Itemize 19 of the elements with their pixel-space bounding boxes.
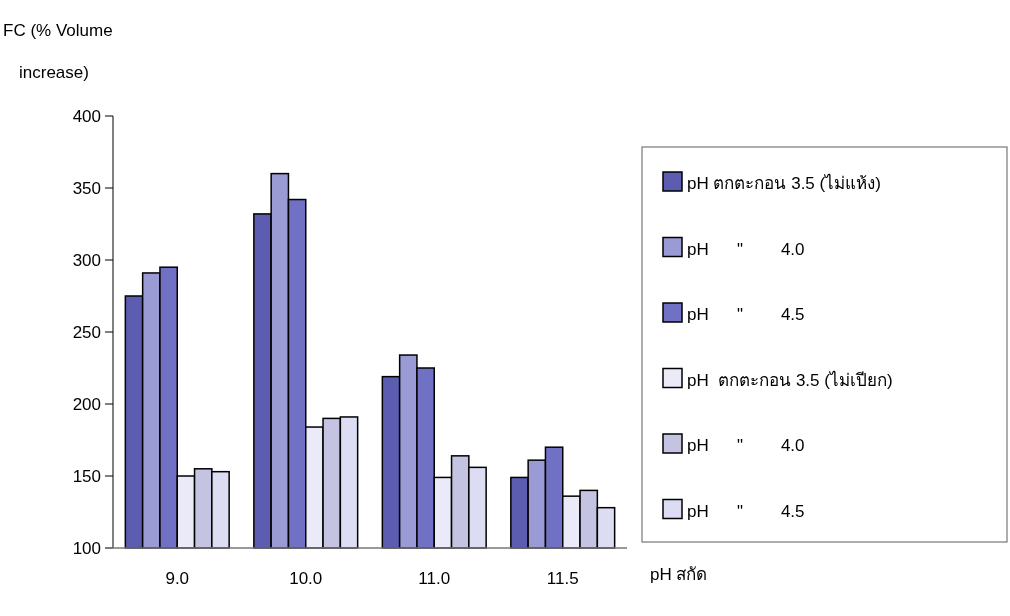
- y-tick-label: 400: [72, 107, 101, 126]
- legend-label: pH " 4.5: [687, 305, 805, 324]
- x-tick-label: 11.0: [418, 569, 451, 588]
- y-tick-label: 250: [72, 323, 101, 342]
- y-tick-label: 350: [72, 179, 101, 198]
- legend-label: pH " 4.0: [687, 436, 805, 455]
- y-tick-label: 200: [72, 395, 101, 414]
- x-tick-label: 10.0: [289, 569, 323, 588]
- text: FC (% Volume increase): [3, 21, 113, 82]
- x-tick-label: 11.5: [546, 569, 579, 588]
- legend-label: pH ตกตะกอน 3.5 (ไม่เปียก): [687, 369, 893, 390]
- x-axis-title: pH สกัด: [650, 565, 708, 584]
- x-tick-label: 9.0: [165, 569, 190, 588]
- legend-label: pH " 4.0: [687, 239, 805, 259]
- legend-label: pH " 4.5: [687, 501, 805, 521]
- y-tick-label: 100: [72, 539, 101, 558]
- y-tick-label: 150: [72, 467, 101, 486]
- y-tick-label: 300: [72, 251, 101, 270]
- legend-label: pH ตกตะกอน 3.5 (ไม่แห้ง): [687, 173, 881, 193]
